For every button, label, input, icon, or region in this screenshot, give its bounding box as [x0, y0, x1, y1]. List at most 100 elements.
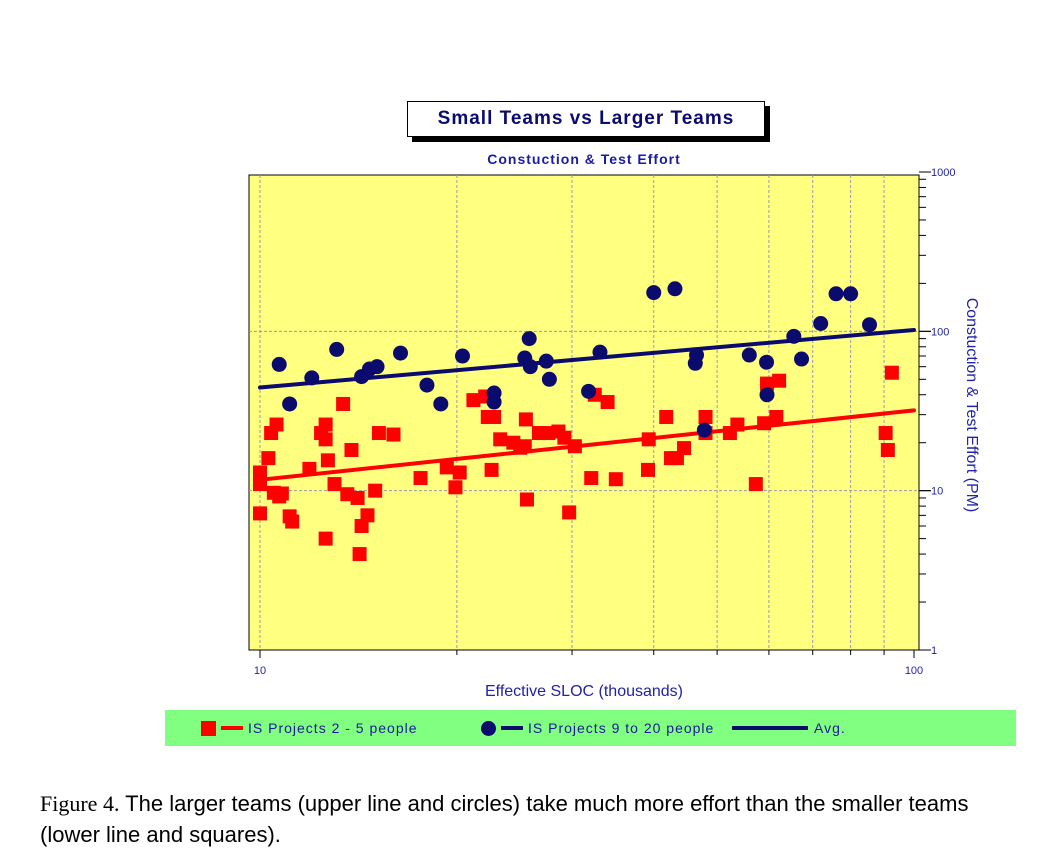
data-point-circle — [813, 315, 829, 331]
data-point-square — [439, 460, 454, 475]
data-point-circle — [521, 331, 537, 347]
grid-lines — [249, 175, 919, 650]
data-point-square — [318, 531, 333, 546]
y-tick-label: 1000 — [931, 167, 955, 179]
data-point-square — [517, 439, 532, 454]
legend-item-large-teams: IS Projects 9 to 20 people — [481, 710, 714, 746]
y-tick-label: 10 — [931, 486, 943, 498]
chart-title: Small Teams vs Larger Teams — [437, 108, 735, 129]
x-axis-label: Effective SLOC (thousands) — [484, 683, 684, 700]
data-point-circle — [454, 348, 470, 364]
data-point-square — [354, 519, 369, 534]
plot-area — [248, 174, 920, 651]
y-tick-label: 1 — [931, 645, 937, 657]
data-point-square — [760, 376, 775, 391]
data-point-square — [757, 416, 772, 431]
data-point-circle — [786, 328, 802, 344]
data-point-square — [350, 490, 365, 505]
data-point-circle — [667, 281, 683, 297]
trend-line — [258, 408, 916, 482]
data-point-square — [336, 396, 351, 411]
data-point-square — [253, 465, 267, 480]
data-point-square — [748, 477, 763, 492]
data-point-square — [344, 442, 359, 457]
legend-item-average: Avg. — [732, 710, 846, 746]
data-point-circle — [646, 285, 662, 301]
data-point-square — [584, 471, 599, 486]
data-point-square — [557, 430, 572, 445]
legend-label: IS Projects 2 - 5 people — [248, 720, 418, 736]
data-point-square — [772, 373, 787, 388]
data-point-circle — [433, 396, 449, 412]
data-point-circle — [828, 286, 844, 302]
data-point-square — [466, 393, 481, 408]
data-point-square — [493, 432, 508, 447]
data-point-circle — [282, 396, 298, 412]
data-point-circle — [419, 377, 435, 393]
scatter-plot: 1000 100 10 1 10 100 — [248, 167, 956, 677]
data-point-square — [360, 508, 375, 523]
chart-subtitle: Constuction & Test Effort — [487, 151, 681, 167]
trend-lines — [258, 327, 916, 482]
data-point-circle — [581, 383, 597, 399]
data-point-square — [567, 439, 582, 454]
data-point-square — [880, 442, 895, 457]
data-point-circle — [393, 345, 409, 361]
data-point-square — [261, 451, 276, 466]
data-point-circle — [843, 286, 859, 302]
data-point-circle — [592, 344, 608, 360]
data-point-square — [518, 412, 533, 427]
red-line-icon — [221, 726, 243, 730]
data-point-square — [562, 505, 577, 520]
data-point-square — [368, 483, 383, 498]
data-point-square — [487, 409, 502, 424]
data-point-circle — [271, 356, 287, 372]
data-point-circle — [538, 353, 554, 369]
tick-labels: 1000 100 10 1 10 100 — [254, 167, 956, 677]
data-point-square — [269, 417, 284, 432]
data-point-circle — [794, 351, 810, 367]
data-point-square — [327, 477, 342, 492]
data-point-circle — [759, 387, 775, 403]
data-point-circle — [741, 347, 757, 363]
data-point-square — [484, 462, 499, 477]
data-point-square — [318, 417, 333, 432]
legend-item-small-teams: IS Projects 2 - 5 people — [201, 710, 418, 746]
blue-line-icon — [732, 726, 808, 730]
data-point-square — [641, 462, 656, 477]
caption-text: The larger teams (upper line and circles… — [40, 791, 969, 847]
data-point-square — [641, 432, 656, 447]
data-points — [253, 281, 899, 562]
y-axis-label: Constuction & Test Effort (PM) — [963, 297, 980, 513]
data-point-circle — [689, 347, 705, 363]
data-point-circle — [759, 354, 775, 370]
data-point-square — [452, 465, 467, 480]
square-marker-icon — [201, 720, 216, 736]
data-point-square — [608, 472, 623, 487]
legend-label: Avg. — [814, 720, 846, 736]
figure-label: Figure 4. — [40, 791, 120, 816]
data-point-circle — [486, 394, 502, 410]
axis-ticks — [259, 171, 931, 658]
data-point-square — [730, 417, 745, 432]
data-point-square — [371, 426, 386, 441]
data-point-circle — [304, 370, 320, 386]
data-point-square — [320, 453, 335, 468]
data-point-square — [878, 426, 893, 441]
chart-legend: IS Projects 2 - 5 people IS Projects 9 t… — [165, 710, 1016, 746]
chart-title-box: Small Teams vs Larger Teams — [407, 101, 765, 137]
data-point-square — [253, 477, 267, 492]
data-point-square — [352, 547, 367, 562]
data-point-square — [600, 395, 615, 410]
legend-label: IS Projects 9 to 20 people — [528, 720, 715, 736]
data-point-circle — [522, 359, 538, 375]
y-tick-label: 100 — [931, 326, 949, 338]
data-point-square — [274, 486, 289, 501]
data-point-square — [285, 514, 300, 529]
trend-line — [258, 327, 916, 390]
data-point-circle — [696, 422, 712, 438]
data-point-square — [659, 409, 674, 424]
data-point-square — [318, 432, 333, 447]
x-tick-label: 10 — [254, 665, 266, 677]
data-point-square — [413, 471, 428, 486]
